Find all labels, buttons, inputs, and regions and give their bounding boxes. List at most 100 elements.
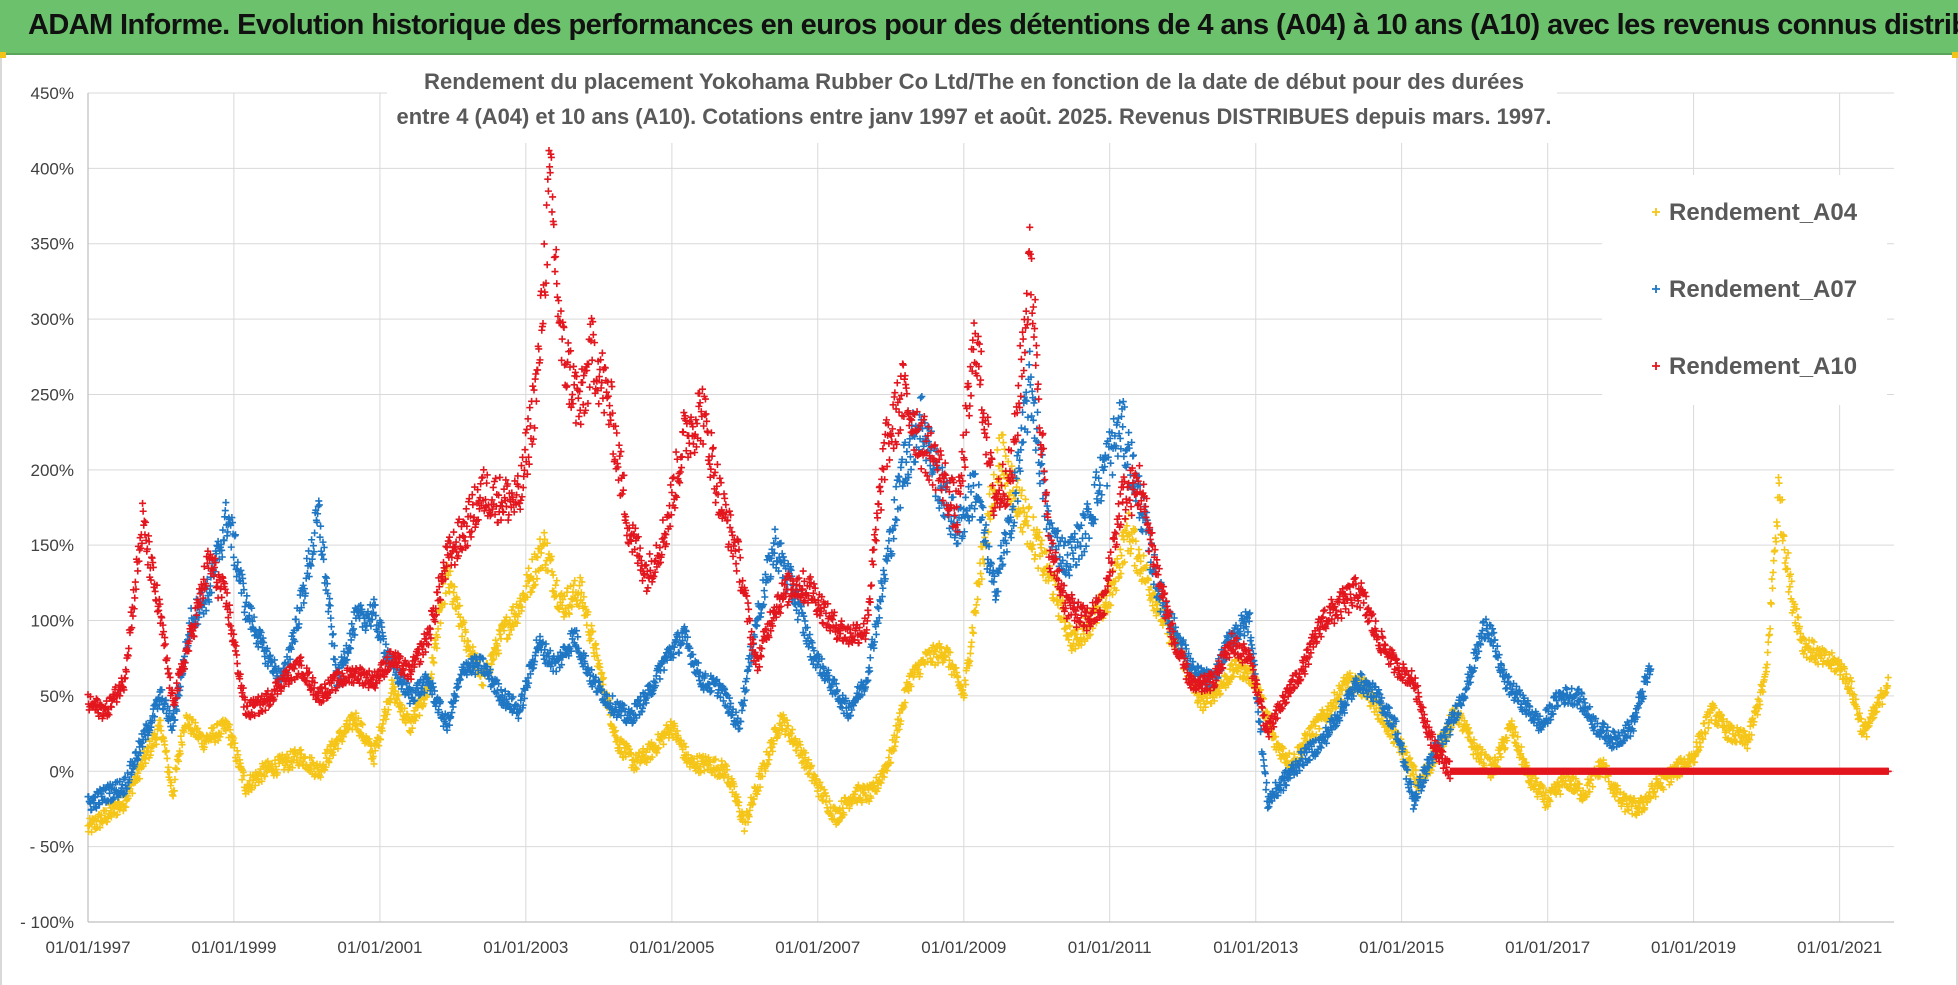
x-tick-label: 01/01/2003 — [483, 938, 568, 957]
series-Rendement_A04 — [84, 431, 1892, 836]
data-point-marker — [283, 750, 291, 758]
data-point-marker — [723, 766, 731, 774]
data-point-marker — [1764, 648, 1772, 656]
data-point-marker — [872, 630, 880, 638]
data-point-marker — [745, 813, 753, 821]
data-point-marker — [734, 793, 742, 801]
data-point-marker — [458, 632, 466, 640]
data-point-marker — [576, 574, 584, 582]
data-point-marker — [469, 643, 477, 651]
data-point-marker — [993, 446, 1001, 454]
y-tick-label: 250% — [31, 385, 74, 404]
data-point-marker — [834, 819, 842, 827]
data-point-marker — [968, 638, 976, 646]
data-point-marker — [156, 722, 164, 730]
data-point-marker — [1769, 568, 1777, 576]
data-point-marker — [497, 635, 505, 643]
data-point-marker — [1767, 600, 1775, 608]
y-tick-label: 200% — [31, 461, 74, 480]
data-point-marker — [185, 720, 193, 728]
data-point-marker — [166, 768, 174, 776]
data-point-marker — [436, 619, 444, 627]
data-point-marker — [518, 603, 526, 611]
data-point-marker — [427, 670, 435, 678]
data-point-marker — [321, 573, 329, 581]
data-point-marker — [547, 552, 555, 560]
data-point-marker — [949, 493, 957, 501]
data-point-marker — [1017, 424, 1025, 432]
data-point-marker — [434, 625, 442, 633]
data-point-marker — [543, 539, 551, 547]
data-point-marker — [660, 666, 668, 674]
data-point-marker — [226, 726, 234, 734]
data-point-marker — [517, 597, 525, 605]
data-point-marker — [240, 772, 248, 780]
data-point-marker — [432, 640, 440, 648]
data-point-marker — [167, 778, 175, 786]
data-point-marker — [359, 721, 367, 729]
data-point-marker — [580, 593, 588, 601]
data-point-marker — [1034, 408, 1042, 416]
data-point-marker — [308, 754, 316, 762]
data-point-marker — [771, 525, 779, 533]
chart-frame: - 100% - 50% 0% 50% 100% 150% 200% 250% 300% 350%… — [0, 55, 1958, 985]
data-point-marker — [113, 810, 121, 818]
data-point-marker — [88, 828, 96, 836]
data-point-marker — [370, 760, 378, 768]
data-point-marker — [221, 507, 229, 515]
data-point-marker — [754, 787, 762, 795]
x-tick-label: 01/01/2019 — [1651, 938, 1736, 957]
data-point-marker — [738, 706, 746, 714]
x-tick-label: 01/01/2007 — [775, 938, 860, 957]
data-point-marker — [453, 595, 461, 603]
data-point-marker — [408, 724, 416, 732]
data-point-marker — [588, 622, 596, 630]
data-point-marker — [124, 794, 132, 802]
data-point-marker — [823, 792, 831, 800]
data-point-marker — [534, 553, 542, 561]
data-point-marker — [1001, 529, 1009, 537]
data-point-marker — [1114, 452, 1122, 460]
data-point-marker — [411, 716, 419, 724]
data-point-marker — [880, 571, 888, 579]
data-point-marker — [273, 769, 281, 777]
data-point-marker — [596, 663, 604, 671]
data-point-marker — [575, 602, 583, 610]
data-point-marker — [794, 616, 802, 624]
data-point-marker — [648, 753, 656, 761]
data-point-marker — [523, 593, 531, 601]
data-point-marker — [526, 574, 534, 582]
data-point-marker — [390, 683, 398, 691]
data-point-marker — [540, 529, 548, 537]
data-point-marker — [741, 688, 749, 696]
chart-svg: - 100%- 50%0%50%100%150%200%250%300%350%… — [20, 63, 1894, 957]
data-point-marker — [525, 564, 533, 572]
data-point-marker — [500, 627, 508, 635]
data-point-marker — [261, 772, 269, 780]
data-point-marker — [977, 570, 985, 578]
data-point-marker — [804, 770, 812, 778]
data-point-marker — [170, 787, 178, 795]
data-point-marker — [1029, 513, 1037, 521]
data-point-marker — [531, 581, 539, 589]
data-point-marker — [787, 729, 795, 737]
data-point-marker — [589, 627, 597, 635]
data-point-marker — [548, 568, 556, 576]
data-point-marker — [730, 782, 738, 790]
data-point-marker — [194, 724, 202, 732]
data-point-marker — [796, 741, 804, 749]
data-point-marker — [377, 736, 385, 744]
data-point-marker — [173, 765, 181, 773]
data-point-marker — [851, 788, 859, 796]
data-point-marker — [317, 522, 325, 530]
data-point-marker — [1025, 361, 1033, 369]
data-point-marker — [892, 483, 900, 491]
data-point-marker — [507, 626, 515, 634]
data-point-marker — [655, 744, 663, 752]
data-point-marker — [122, 803, 130, 811]
data-point-marker — [756, 783, 764, 791]
data-point-marker — [840, 811, 848, 819]
x-tick-label: 01/01/2015 — [1359, 938, 1444, 957]
data-point-marker — [288, 764, 296, 772]
data-point-marker — [450, 583, 458, 591]
